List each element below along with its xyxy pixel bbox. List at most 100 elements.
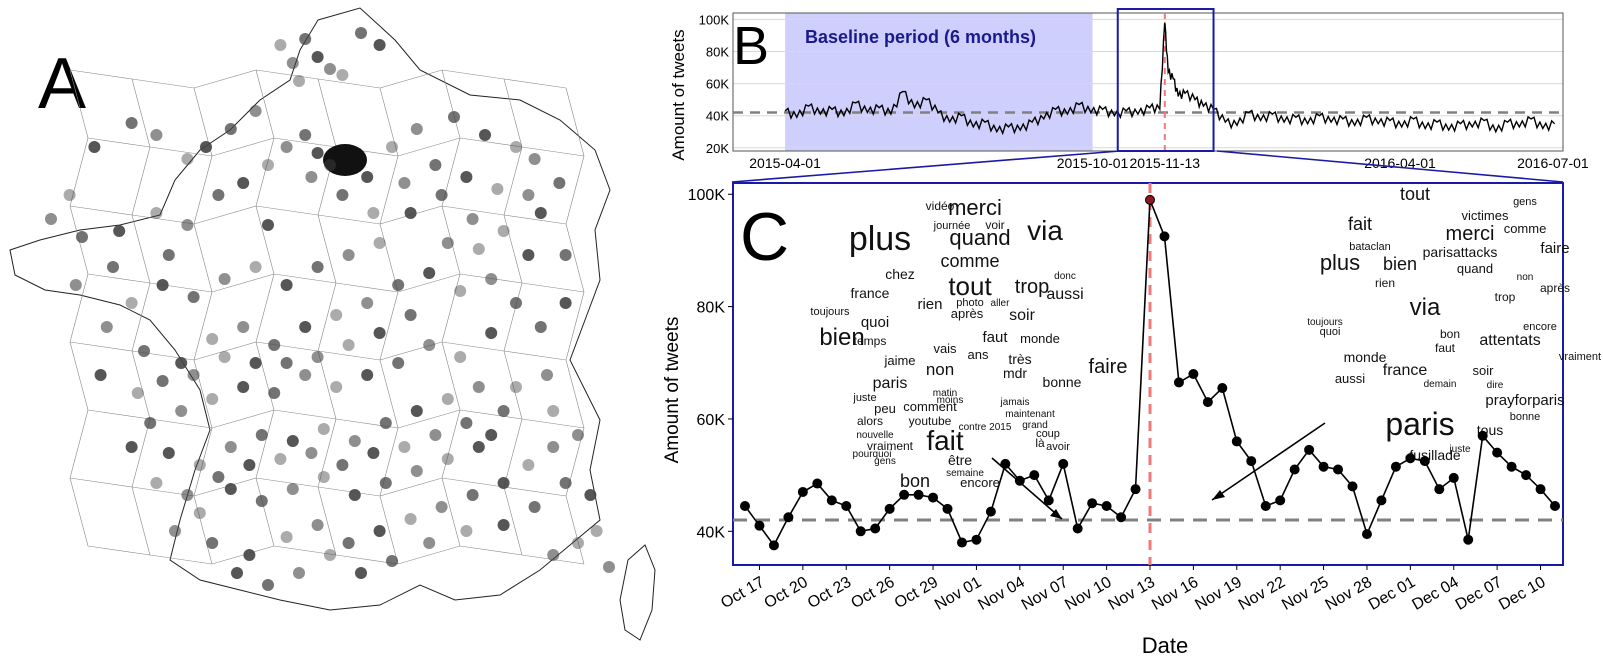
- map-point: [193, 459, 206, 471]
- map-point: [286, 57, 299, 69]
- department-border: [441, 341, 461, 411]
- map-point: [423, 537, 436, 549]
- map-point: [410, 123, 423, 135]
- zoom-data-point: [1231, 436, 1242, 447]
- wordcloud-word: avoir: [1046, 441, 1070, 453]
- wordcloud-word: juste: [852, 392, 876, 404]
- zoom-data-point: [1333, 464, 1344, 475]
- map-point: [311, 147, 324, 159]
- map-point: [212, 471, 225, 483]
- map-point: [441, 453, 454, 465]
- wordcloud-word: matin: [933, 388, 957, 399]
- department-border: [459, 409, 523, 420]
- map-point: [125, 297, 138, 309]
- timeline-x-tick-label: 2016-07-01: [1517, 155, 1589, 171]
- wordcloud-word: non: [1517, 272, 1534, 283]
- zoom-data-point: [812, 478, 823, 489]
- wordcloud-word: vraiment: [867, 439, 914, 453]
- wordcloud-word: vraiment: [1559, 351, 1601, 363]
- department-border: [131, 78, 151, 148]
- department-border: [193, 205, 257, 225]
- map-point: [280, 531, 293, 543]
- map-point: [522, 459, 535, 471]
- zoom-data-point: [1130, 484, 1141, 495]
- wordcloud-word: paris: [1385, 406, 1454, 442]
- department-border: [69, 69, 133, 80]
- wordcloud-word: photo: [956, 297, 984, 309]
- map-point: [317, 423, 330, 435]
- department-border: [565, 495, 585, 565]
- wordcloud-word: encore: [960, 475, 1000, 490]
- map-point: [280, 357, 293, 369]
- department-border: [255, 69, 319, 80]
- department-border: [441, 409, 461, 479]
- wordcloud-word: vidéo: [926, 199, 955, 213]
- map-point: [262, 219, 274, 231]
- department-border: [379, 477, 443, 497]
- map-point: [355, 27, 367, 39]
- corsica-outline: [619, 544, 656, 641]
- zoom-x-tick-label: Nov 25: [1279, 574, 1331, 614]
- map-point: [454, 351, 467, 363]
- map-point: [187, 291, 200, 303]
- map-point: [150, 477, 163, 489]
- zoom-x-tick-label: Dec 04: [1409, 574, 1461, 614]
- department-border: [379, 495, 399, 565]
- zoom-data-point: [754, 520, 765, 531]
- zoom-x-tick-label: Dec 01: [1366, 574, 1418, 614]
- department-border: [317, 486, 381, 497]
- wordcloud-word: parisattacks: [1423, 244, 1498, 260]
- department-border: [193, 477, 257, 497]
- department-border: [211, 137, 275, 157]
- department-border: [317, 214, 381, 225]
- department-border: [317, 78, 381, 89]
- timeline-y-tick-label: 40K: [706, 109, 729, 124]
- department-border: [317, 78, 337, 148]
- map-point: [162, 447, 175, 459]
- map-point: [373, 237, 386, 249]
- panel-label-a: A: [38, 44, 86, 124]
- department-border: [69, 273, 89, 343]
- wordcloud-word: toujours: [810, 306, 850, 318]
- map-point: [162, 249, 175, 261]
- department-border: [459, 137, 523, 148]
- wordcloud-word: juste: [1448, 444, 1471, 455]
- panel-label-c: C: [740, 199, 789, 275]
- department-border: [69, 205, 133, 216]
- wordcloud-word: quand: [1457, 261, 1493, 276]
- map-point: [218, 351, 231, 363]
- zoom-data-point: [1159, 231, 1170, 242]
- zoom-x-tick-label: Nov 22: [1236, 574, 1288, 614]
- wordcloud-word: bien: [819, 324, 864, 351]
- wordcloud-word: semaine: [946, 468, 984, 479]
- map-point: [237, 321, 250, 333]
- timeline-x-tick-label: 2015-11-13: [1130, 155, 1201, 171]
- wordcloud-before-event: plusmerciviaquandvidéovoirjournéecommeto…: [810, 195, 1127, 491]
- map-point: [466, 489, 479, 501]
- zoom-data-point: [884, 503, 895, 514]
- zoom-data-point: [1014, 475, 1025, 486]
- department-border: [255, 205, 319, 216]
- map-point: [243, 549, 256, 561]
- map-point: [336, 69, 349, 81]
- department-border: [149, 554, 213, 565]
- wordcloud-word: trop: [1495, 290, 1516, 304]
- department-border: [131, 282, 151, 352]
- department-border: [379, 69, 443, 89]
- map-point: [88, 141, 101, 153]
- wordcloud-word: non: [926, 360, 954, 379]
- zoom-data-point: [1550, 501, 1560, 512]
- wordcloud-word: temps: [854, 334, 887, 348]
- timeline-x-tick-label: 2015-10-01: [1057, 155, 1129, 171]
- wordcloud-word: encore: [1523, 321, 1557, 333]
- panel-label-b: B: [733, 16, 769, 76]
- wordcloud-word: bonne: [1510, 411, 1541, 423]
- department-border: [565, 155, 585, 225]
- map-point: [367, 207, 380, 219]
- map-point: [206, 393, 219, 405]
- wordcloud-word: monde: [1344, 349, 1387, 365]
- map-point: [534, 321, 547, 333]
- zoom-chart: plusmerciviaquandvidéovoirjournéecommeto…: [662, 182, 1601, 658]
- department-border: [503, 78, 523, 148]
- map-point: [510, 141, 522, 153]
